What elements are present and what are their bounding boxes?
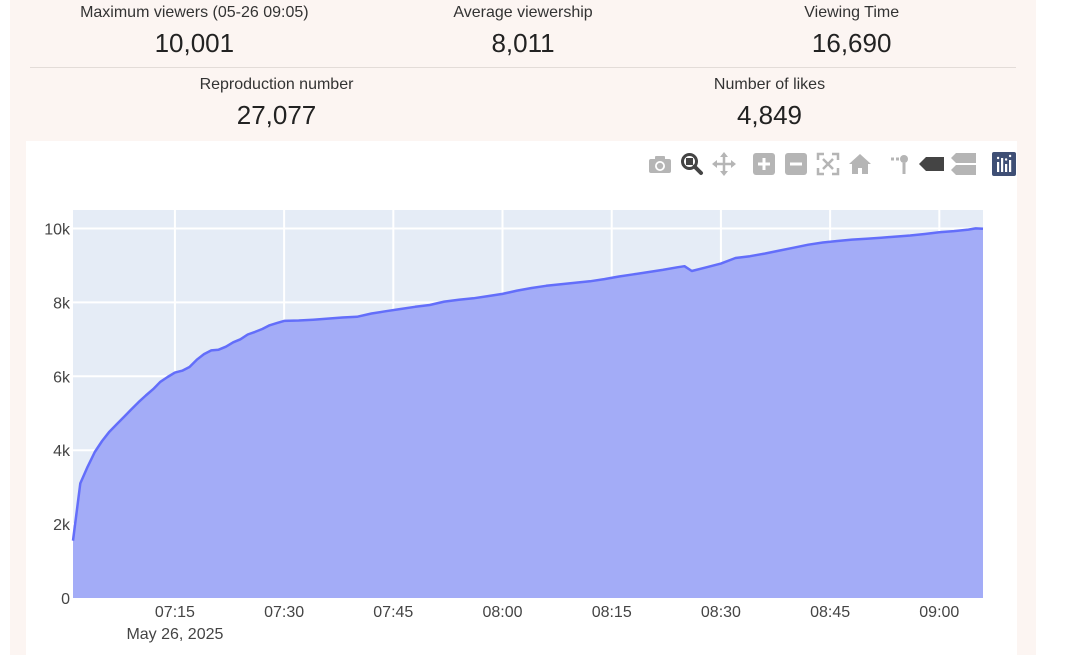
hover-closest-icon[interactable] xyxy=(919,151,945,177)
stat-value: 8,011 xyxy=(491,28,555,58)
stat-label: Average viewership xyxy=(453,4,593,21)
home-icon[interactable] xyxy=(847,151,873,177)
plotly-logo-icon[interactable] xyxy=(991,151,1017,177)
series-line xyxy=(71,227,984,541)
stat-reproduction-number: Reproduction number 27,077 xyxy=(30,68,523,140)
stat-viewing-time: Viewing Time 16,690 xyxy=(687,0,1016,67)
autoscale-icon[interactable] xyxy=(815,151,841,177)
y-tick-label: 4k xyxy=(53,443,71,460)
spike-lines-icon[interactable] xyxy=(887,151,913,177)
stat-value: 16,690 xyxy=(811,28,892,58)
y-tick-label: 2k xyxy=(53,517,71,534)
stat-label: Number of likes xyxy=(713,76,826,93)
y-tick-label: 0 xyxy=(61,591,70,608)
y-tick-label: 6k xyxy=(53,369,71,386)
hover-compare-icon[interactable] xyxy=(951,151,977,177)
stat-value: 27,077 xyxy=(236,100,317,130)
viewers-chart[interactable]: 0 2k 4k 6k 8k 10k 07:15 May 26, 2025 07:30 07:45 0… xyxy=(26,141,1017,655)
x-tick-label: 09:00 xyxy=(919,604,959,621)
y-tick-label: 10k xyxy=(44,221,71,238)
stat-max-viewers: Maximum viewers (05-26 09:05) 10,001 xyxy=(30,0,359,67)
stat-value: 10,001 xyxy=(154,28,235,58)
dashboard-panel: Maximum viewers (05-26 09:05) 10,001 Ave… xyxy=(10,0,1036,655)
stat-label: Viewing Time xyxy=(804,4,900,21)
stat-label: Maximum viewers (05-26 09:05) xyxy=(80,4,309,21)
stat-label: Reproduction number xyxy=(199,76,354,93)
x-tick-label: 08:45 xyxy=(810,604,850,621)
x-tick-label: 07:30 xyxy=(264,604,304,621)
y-tick-label: 8k xyxy=(53,295,71,312)
x-tick-label: 07:45 xyxy=(373,604,413,621)
stat-value: 4,849 xyxy=(736,100,803,130)
stats-row-bottom: Reproduction number 27,077 Number of lik… xyxy=(30,68,1016,140)
stat-average-viewership: Average viewership 8,011 xyxy=(359,0,688,67)
x-tick-label: 07:15 xyxy=(155,604,195,621)
zoom-out-icon[interactable] xyxy=(783,151,809,177)
zoom-icon[interactable] xyxy=(679,151,705,177)
x-tick-label: 08:30 xyxy=(701,604,741,621)
stats-row-top: Maximum viewers (05-26 09:05) 10,001 Ave… xyxy=(30,0,1016,68)
zoom-in-icon[interactable] xyxy=(751,151,777,177)
chart-svg[interactable]: 0 2k 4k 6k 8k 10k 07:15 May 26, 2025 07:30 07:45 0… xyxy=(26,141,1017,655)
pan-icon[interactable] xyxy=(711,151,737,177)
camera-icon[interactable] xyxy=(647,151,673,177)
x-tick-label: 08:15 xyxy=(592,604,632,621)
stat-number-of-likes: Number of likes 4,849 xyxy=(523,68,1016,140)
modebar xyxy=(641,151,1017,177)
x-tick-date-label: May 26, 2025 xyxy=(126,626,223,643)
x-tick-label: 08:00 xyxy=(482,604,522,621)
